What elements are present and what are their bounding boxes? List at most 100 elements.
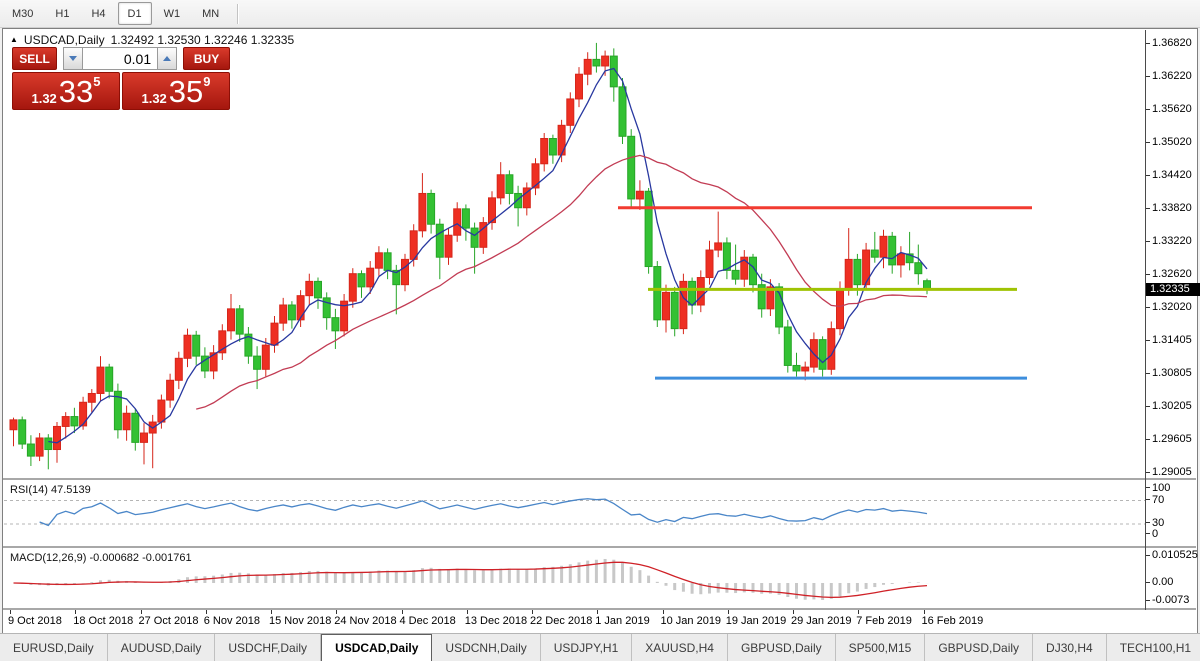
chart-tab-gbpusd-daily[interactable]: GBPUSD,Daily [728, 634, 836, 661]
panel-separator[interactable] [3, 478, 1196, 481]
candle [174, 351, 183, 390]
rsi-indicator-label: RSI(14) 47.5139 [10, 484, 91, 496]
candle [444, 228, 453, 265]
price-axis-tick-mark [1146, 406, 1150, 408]
candle [757, 273, 766, 318]
rsi-axis-tick-mark [1146, 522, 1150, 523]
price-axis-tick-mark [1146, 240, 1150, 242]
sell-price-big: 33 [58, 74, 94, 109]
candle [200, 347, 209, 379]
buy-button[interactable]: BUY [183, 47, 230, 70]
price-axis-tick: 1.36220 [1152, 69, 1192, 82]
timeframe-button-w1[interactable]: W1 [163, 7, 181, 20]
chart-tab-usdcad-daily[interactable]: USDCAD,Daily [321, 634, 433, 661]
panel-separator[interactable] [3, 546, 1196, 549]
candle [688, 277, 697, 315]
date-axis-label: 29 Jan 2019 [791, 615, 852, 627]
candle [340, 294, 349, 337]
candle [575, 67, 583, 108]
timeframe-button-h4[interactable]: H4 [91, 7, 106, 20]
volume-decrease-button[interactable] [63, 47, 84, 70]
macd-panel-canvas[interactable] [4, 548, 1145, 608]
date-axis-tick-mark [858, 610, 860, 614]
price-axis-tick-mark [1146, 42, 1150, 44]
candle [131, 408, 140, 451]
price-axis[interactable]: 1.32335 1.36820 1.36220 1.35620 1.35020 1.34… [1146, 30, 1200, 630]
date-axis-label: 22 Dec 2018 [530, 615, 593, 627]
date-axis-label: 18 Oct 2018 [73, 615, 134, 627]
date-axis-tick-mark [336, 610, 338, 614]
timeframe-button-d1[interactable]: D1 [117, 2, 152, 25]
sma-fast-line [48, 67, 928, 444]
volume-input[interactable] [83, 47, 158, 70]
candle [279, 297, 288, 331]
candle [261, 337, 270, 377]
timeframe-button-m30[interactable]: M30 [12, 7, 34, 20]
chart-tab-usdjpy-h1[interactable]: USDJPY,H1 [541, 634, 633, 661]
candle [44, 434, 53, 470]
chart-tab-dj30-h4[interactable]: DJ30,H4 [1033, 634, 1107, 661]
candle [914, 244, 923, 285]
candle [140, 423, 148, 465]
candle [287, 301, 296, 329]
volume-increase-button[interactable] [157, 47, 178, 70]
candle [9, 417, 18, 447]
candle [488, 191, 496, 230]
candle [844, 228, 853, 296]
date-axis-tick-mark [597, 610, 599, 614]
chart-tab-xauusd-h4[interactable]: XAUUSD,H4 [632, 634, 728, 661]
macd-axis-tick-mark [1146, 555, 1150, 556]
date-axis-tick-mark [923, 610, 925, 614]
candle [888, 231, 897, 274]
macd-indicator-label: MACD(12,26,9) -0.000682 -0.001761 [10, 552, 192, 564]
date-axis-label: 9 Oct 2018 [8, 615, 62, 627]
candle [270, 315, 279, 353]
date-axis[interactable]: 9 Oct 2018 18 Oct 2018 27 Oct 2018 6 Nov 20… [4, 610, 1145, 632]
candle [531, 158, 540, 196]
chart-tab-sp500-m15[interactable]: SP500,M15 [836, 634, 926, 661]
rsi-panel-canvas[interactable] [4, 480, 1145, 546]
candle [714, 211, 723, 258]
price-axis-tick: 1.31405 [1152, 334, 1192, 347]
candle [818, 336, 827, 377]
candle [705, 240, 714, 285]
timeframe-button-h1[interactable]: H1 [55, 7, 70, 20]
sell-button[interactable]: SELL [12, 47, 58, 70]
chevron-up-icon [163, 56, 172, 61]
price-axis-tick-mark [1146, 306, 1150, 308]
rsi-axis-tick: 70 [1152, 494, 1165, 506]
candle [905, 231, 914, 271]
chart-tab-audusd-daily[interactable]: AUDUSD,Daily [108, 634, 216, 661]
rsi-line [39, 498, 928, 527]
collapse-icon[interactable]: ▲ [10, 35, 18, 44]
candle [662, 284, 670, 333]
candle [296, 290, 305, 327]
chart-title: ▲ USDCAD,Daily 1.32492 1.32530 1.32246 1… [10, 33, 294, 47]
price-axis-tick: 1.29005 [1152, 466, 1192, 479]
date-axis-label: 10 Jan 2019 [660, 615, 722, 627]
main-chart-canvas[interactable] [4, 30, 1145, 478]
candle [461, 204, 470, 241]
chart-tab-usdchf-daily[interactable]: USDCHF,Daily [215, 634, 322, 661]
candle [635, 180, 644, 210]
buy-price-button[interactable]: 1.32 35 9 [122, 72, 230, 110]
candle [113, 383, 122, 439]
candle [357, 270, 366, 298]
sell-price-button[interactable]: 1.32 33 5 [12, 72, 120, 110]
price-axis-tick: 1.35020 [1152, 135, 1192, 148]
macd-axis-tick-mark [1146, 600, 1150, 601]
date-axis-label: 27 Oct 2018 [138, 615, 199, 627]
chart-tab-tech100-h1[interactable]: TECH100,H1 [1107, 634, 1200, 661]
price-axis-divider [1145, 30, 1146, 610]
candle [383, 248, 392, 280]
candle [548, 134, 557, 164]
timeframe-button-mn[interactable]: MN [202, 7, 220, 20]
candle [209, 345, 218, 380]
candle [227, 294, 235, 340]
chart-tab-eurusd-daily[interactable]: EURUSD,Daily [0, 634, 108, 661]
price-axis-tick: 1.33220 [1152, 234, 1192, 247]
candle [749, 253, 757, 293]
chart-tab-usdcnh-daily[interactable]: USDCNH,Daily [432, 634, 541, 661]
candle [479, 217, 488, 254]
chart-tab-gbpusd-daily[interactable]: GBPUSD,Daily [925, 634, 1034, 661]
